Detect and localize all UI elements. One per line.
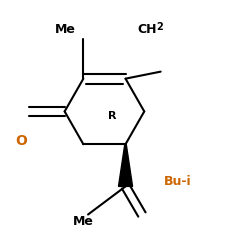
Polygon shape xyxy=(118,145,132,187)
Text: Me: Me xyxy=(55,23,76,36)
Text: Me: Me xyxy=(73,214,94,227)
Text: Bu-i: Bu-i xyxy=(164,174,192,187)
Text: 2: 2 xyxy=(156,22,163,32)
Text: R: R xyxy=(108,111,117,120)
Text: CH: CH xyxy=(137,23,157,36)
Text: O: O xyxy=(15,133,27,147)
